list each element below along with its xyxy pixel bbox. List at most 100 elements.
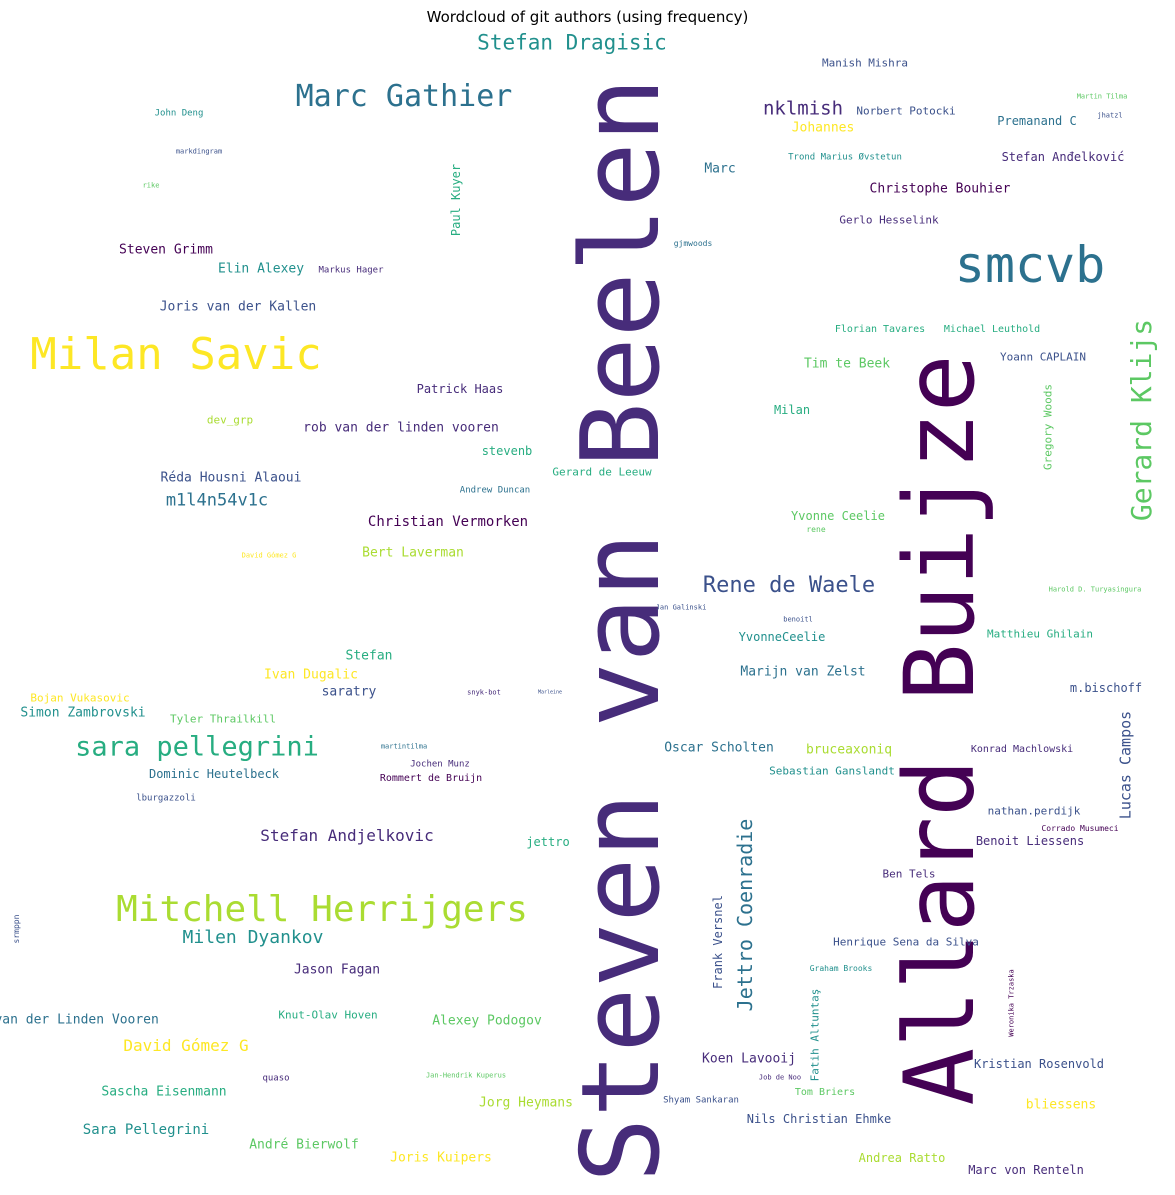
cloud-word: rike — [142, 181, 160, 190]
cloud-word: Réda Housni Alaoui — [160, 470, 302, 486]
cloud-word: Harold D. Turyasingura — [1048, 585, 1142, 594]
cloud-word: jettro — [526, 835, 570, 849]
cloud-word: Andrea Ratto — [858, 1151, 946, 1165]
cloud-word: Stefan Dragisic — [477, 30, 667, 55]
cloud-word: Sebastian Ganslandt — [769, 764, 895, 778]
cloud-word: Shyam Sankaran — [663, 1095, 739, 1106]
cloud-word: Corrado Musumeci — [1041, 824, 1119, 833]
chart-title: Wordcloud of git authors (using frequenc… — [426, 8, 749, 26]
cloud-word: Mitchell Herrijgers — [116, 889, 528, 930]
cloud-word: Oscar Scholten — [664, 740, 774, 756]
cloud-word: saratry — [321, 684, 377, 700]
cloud-word: Bert Laverman — [362, 545, 464, 561]
cloud-word: Yvonne Ceelie — [791, 509, 885, 523]
cloud-word: Frank Versnel — [711, 895, 725, 989]
cloud-word: Job de Noo — [758, 1073, 802, 1082]
cloud-word: Sara Pellegrini — [82, 1122, 210, 1138]
cloud-word: Lucas Campos — [1116, 710, 1135, 820]
cloud-word: Stefan Andjelkovic — [260, 826, 434, 845]
cloud-word: rene — [806, 525, 826, 534]
cloud-word: srmppn — [12, 914, 21, 944]
cloud-word: m.bischoff — [1069, 681, 1143, 695]
cloud-word: Patrick Haas — [416, 382, 504, 396]
cloud-word: André Bierwolf — [249, 1137, 359, 1153]
cloud-word: Christian Vermorken — [367, 514, 529, 530]
cloud-word: David Gómez G — [241, 551, 297, 560]
cloud-word: Markus Hager — [318, 265, 384, 276]
cloud-word: Norbert Potocki — [856, 104, 956, 118]
cloud-word: Ivan Dugalic — [264, 667, 358, 683]
cloud-word: Gregory Woods — [1041, 383, 1055, 471]
cloud-word: Elin Alexey — [217, 261, 305, 277]
cloud-word: Marc von Renteln — [968, 1163, 1084, 1177]
cloud-word: David Gómez G — [123, 1036, 249, 1055]
cloud-word: Martin Tilma — [1076, 92, 1128, 101]
cloud-word: Graham Brooks — [809, 964, 873, 973]
cloud-word: Gerard de Leeuw — [552, 465, 652, 479]
cloud-word: Paul Kuyer — [449, 163, 463, 237]
cloud-word: Christophe Bouhier — [869, 181, 1011, 197]
cloud-word: Milan — [773, 403, 811, 417]
cloud-word: Simon Zambrovski — [20, 705, 146, 721]
cloud-word: Marleine — [537, 689, 563, 696]
cloud-word: Jan Galinski — [655, 603, 707, 612]
cloud-word: Bojan Vukasovic — [30, 691, 130, 705]
cloud-word: Alexey Podogov — [432, 1013, 542, 1029]
cloud-word: smcvb — [954, 236, 1106, 294]
cloud-word: m1l4n54v1c — [165, 490, 269, 511]
cloud-word: rob van der linden vooren — [303, 420, 499, 436]
cloud-word: Matthieu Ghilain — [987, 627, 1093, 641]
cloud-word: Marc Gathier — [295, 79, 513, 114]
cloud-word: Steven van Beelen — [559, 77, 684, 1183]
cloud-word: Koen Lavooij — [702, 1051, 796, 1067]
cloud-word: sara pellegrini — [75, 731, 319, 763]
cloud-word: bliessens — [1025, 1097, 1097, 1113]
cloud-word: benoitl — [783, 615, 813, 624]
cloud-word: bruceaxoniq — [805, 742, 893, 758]
cloud-word: Gerard Klijs — [1125, 318, 1158, 522]
cloud-word: Manish Mishra — [821, 56, 909, 70]
cloud-word: Knut-Olav Hoven — [278, 1008, 378, 1022]
cloud-word: Rob van der Linden Vooren — [0, 1012, 159, 1028]
cloud-word: Dominic Heutelbeck — [148, 767, 280, 781]
cloud-word: snyk-bot — [467, 688, 501, 697]
cloud-word: Weronika Trzaska — [1007, 969, 1016, 1037]
cloud-word: Konrad Machlowski — [970, 744, 1074, 755]
cloud-word: Trond Marius Øvstetun — [788, 152, 902, 163]
cloud-word: Steven Grimm — [119, 242, 213, 258]
cloud-word: Ben Tels — [882, 867, 936, 881]
cloud-word: Premanand C — [997, 114, 1077, 128]
cloud-word: Rommert de Bruijn — [379, 773, 483, 784]
cloud-word: YvonneCeelie — [738, 630, 826, 644]
cloud-word: Milan Savic — [30, 329, 322, 380]
cloud-word: markdingram — [175, 147, 223, 156]
cloud-word: jhatzl — [1097, 111, 1123, 120]
word-cloud: Steven van Beelen Allard Buijze smcvb Milan… — [0, 30, 1165, 1190]
cloud-word: Florian Tavares — [834, 324, 926, 335]
cloud-word: martintilma — [380, 742, 428, 751]
cloud-word: Nils Christian Ehmke — [746, 1112, 892, 1126]
cloud-word: lburgazzoli — [136, 793, 196, 804]
cloud-word: dev_grp — [206, 413, 254, 427]
cloud-word: nathan.perdijk — [987, 804, 1081, 818]
cloud-word: nklmish — [762, 97, 844, 120]
cloud-word: Johannes — [791, 120, 855, 136]
cloud-word: Stefan — [345, 648, 393, 664]
cloud-word: Joris van der Kallen — [159, 299, 317, 315]
cloud-word: Kristian Rosenvold — [973, 1057, 1105, 1071]
cloud-word: Michael Leuthold — [943, 324, 1041, 335]
cloud-word: John Deng — [154, 108, 204, 119]
cloud-word: Jettro Coenradie — [733, 818, 757, 1012]
cloud-word: gjmwoods — [673, 239, 713, 248]
cloud-word: Stefan Anđelković — [1001, 150, 1125, 164]
cloud-word: Jason Fagan — [293, 962, 381, 978]
cloud-word: Jochen Munz — [410, 759, 470, 770]
cloud-word: Jorg Heymans — [479, 1095, 573, 1111]
cloud-word: Gerlo Hesselink — [839, 213, 939, 227]
cloud-word: Allard Buijze — [884, 354, 996, 1106]
cloud-word: quaso — [262, 1073, 290, 1084]
cloud-word: Rene de Waele — [702, 573, 876, 598]
cloud-word: Jan-Hendrik Kuperus — [425, 1071, 507, 1080]
cloud-word: Joris Kuipers — [390, 1150, 492, 1166]
cloud-word: Yoann CAPLAIN — [999, 350, 1087, 364]
